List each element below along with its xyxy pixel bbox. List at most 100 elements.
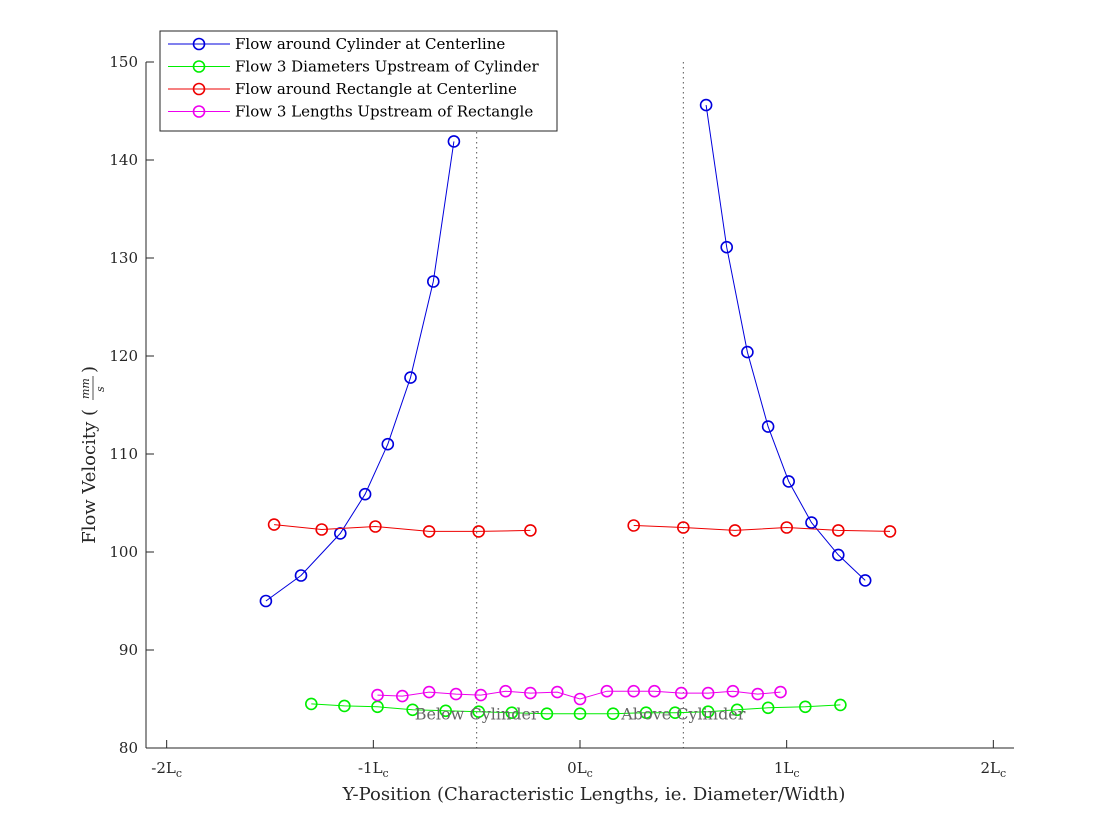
y-tick-label: 80 — [119, 739, 138, 757]
data-point — [741, 345, 754, 359]
data-point — [627, 684, 641, 698]
data-point — [782, 475, 796, 488]
data-point — [404, 371, 417, 384]
legend-marker — [192, 37, 206, 51]
legend-marker — [192, 82, 206, 96]
data-point — [831, 524, 845, 537]
data-point — [780, 521, 794, 534]
data-point — [774, 685, 787, 699]
legend-entry: Flow around Cylinder at Centerline — [235, 35, 505, 53]
series-line — [274, 524, 531, 532]
annotation-label: Below Cylinder — [415, 705, 539, 724]
data-point — [550, 685, 564, 699]
legend-entry: Flow 3 Lengths Upstream of Rectangle — [235, 103, 533, 121]
series-layer — [259, 98, 897, 721]
data-point — [831, 548, 845, 562]
axes: 80 90 100 110 120 130 140 150 -2Lc -1Lc 0Lc 1Lc 2Lc Y… — [79, 53, 1014, 805]
y-axis-title-close: ) — [79, 366, 100, 373]
data-point — [730, 703, 744, 717]
data-point — [728, 524, 742, 537]
data-point — [395, 689, 409, 703]
data-point — [699, 98, 713, 112]
data-point — [798, 700, 812, 714]
x-axis-title: Y-Position (Characteristic Lengths, ie. … — [342, 784, 846, 805]
legend: Flow around Cylinder at Centerline Flow 3… — [159, 30, 558, 132]
legend-box — [159, 30, 558, 132]
data-point — [304, 697, 318, 711]
data-point — [371, 688, 384, 702]
y-axis-title-text: Flow Velocity ( — [79, 409, 100, 544]
data-point — [701, 705, 715, 719]
data-point — [381, 437, 395, 451]
annotations: Below Cylinder Above Cylinder — [415, 705, 746, 724]
data-point — [720, 240, 734, 254]
series-line — [633, 525, 891, 532]
data-point — [426, 275, 440, 288]
data-point — [499, 684, 512, 698]
data-point — [259, 594, 273, 608]
data-point — [333, 527, 347, 540]
data-point — [294, 569, 308, 582]
y-tick-label: 90 — [119, 641, 138, 659]
data-point — [676, 521, 690, 534]
data-point — [505, 706, 519, 720]
data-point — [573, 707, 587, 721]
data-point — [674, 686, 688, 700]
series-1 — [259, 98, 872, 608]
series-line — [377, 690, 781, 700]
x-tick-label: -2Lc — [151, 759, 182, 780]
data-point — [449, 687, 463, 701]
data-point — [573, 692, 587, 706]
series-line — [311, 703, 841, 715]
legend-marker — [192, 60, 206, 73]
data-point — [883, 525, 897, 538]
series-4 — [371, 684, 787, 706]
data-point — [639, 706, 653, 720]
y-axis-unit-denominator: s — [94, 386, 107, 392]
data-point — [726, 684, 740, 698]
data-point — [858, 574, 872, 587]
x-tick-label: -1Lc — [358, 759, 389, 780]
data-point — [834, 698, 847, 712]
data-point — [761, 701, 775, 715]
data-point — [540, 707, 554, 721]
y-tick-label: 150 — [109, 53, 138, 71]
data-point — [422, 685, 436, 699]
x-tick-label: 2Lc — [980, 759, 1006, 780]
data-point — [406, 703, 419, 717]
reference-lines — [476, 62, 684, 748]
data-point — [761, 420, 775, 433]
legend-entry: Flow 3 Diameters Upstream of Cylinder — [235, 58, 540, 76]
series-line — [705, 105, 866, 581]
data-point — [474, 688, 488, 702]
x-tick-label: 1Lc — [774, 759, 800, 780]
y-tick-label: 110 — [109, 445, 138, 463]
data-point — [606, 707, 620, 721]
data-point — [447, 135, 461, 148]
data-point — [701, 686, 715, 700]
data-point — [369, 520, 382, 533]
legend-entry: Flow around Rectangle at Centerline — [235, 80, 517, 98]
y-tick-label: 130 — [109, 249, 138, 267]
data-point — [338, 699, 351, 713]
data-point — [422, 525, 436, 538]
data-point — [358, 487, 372, 501]
data-point — [805, 516, 818, 529]
data-point — [668, 706, 682, 720]
legend-marker — [192, 105, 206, 118]
y-tick-label: 100 — [109, 543, 138, 561]
data-point — [648, 684, 661, 698]
x-tick-label: 0Lc — [567, 759, 593, 780]
data-point — [524, 686, 537, 700]
data-point — [472, 525, 486, 538]
y-tick-label: 120 — [109, 347, 138, 365]
data-point — [315, 523, 329, 536]
y-axis-unit-numerator: mm — [79, 378, 92, 399]
series-2 — [304, 697, 847, 721]
data-point — [439, 704, 453, 718]
series-line — [265, 141, 455, 602]
data-point — [751, 687, 765, 701]
data-point — [472, 705, 486, 719]
data-point — [524, 524, 537, 537]
